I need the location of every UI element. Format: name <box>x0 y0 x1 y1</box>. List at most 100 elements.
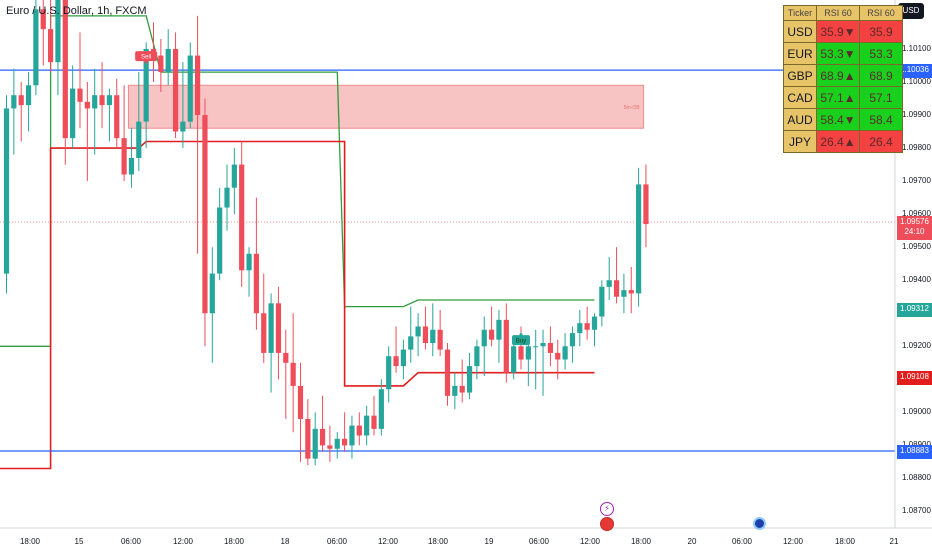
candle-body <box>533 346 539 348</box>
candle <box>459 359 465 403</box>
candle <box>261 273 267 363</box>
rsi-ticker: GBP <box>783 64 817 87</box>
candle <box>121 85 127 182</box>
x-tick-label: 06:00 <box>326 537 348 546</box>
candle <box>33 0 39 96</box>
candle <box>430 303 436 357</box>
candle <box>342 412 348 453</box>
candle <box>18 81 24 142</box>
candle-body <box>459 385 465 393</box>
candle-body <box>569 333 576 347</box>
candle <box>496 309 502 363</box>
candle-body <box>312 428 318 459</box>
flag-icon[interactable] <box>600 517 614 531</box>
candle <box>165 29 171 86</box>
rsi-value-a: 35.9▼ <box>816 20 860 43</box>
axis-price-label: 1.09108 <box>897 370 932 385</box>
candle-body <box>371 415 377 429</box>
currency-button[interactable]: USD <box>898 3 924 19</box>
candle-body <box>386 356 392 390</box>
order-block-layer: 5m-OB <box>0 84 895 223</box>
candle-body <box>99 95 105 106</box>
candle <box>364 405 370 446</box>
signal-pointer <box>144 61 149 65</box>
candle <box>378 379 384 436</box>
order-block-zone <box>127 84 645 129</box>
candle <box>25 72 32 132</box>
candle-body <box>591 316 598 330</box>
candle-body <box>195 55 201 116</box>
rsi-table: Ticker RSI 60 RSI 60 USD 35.9▼ 35.9 EUR 53.3… <box>783 5 903 153</box>
y-tick-label: 1.09700 <box>902 176 931 186</box>
y-tick-label: 1.10100 <box>902 43 931 53</box>
candle-body <box>489 329 495 340</box>
candle <box>371 395 377 436</box>
candle-body <box>643 184 649 225</box>
candle <box>11 68 17 155</box>
rsi-value-b: 53.3 <box>859 42 903 65</box>
event-icon[interactable] <box>753 517 766 530</box>
y-tick-label: 1.10000 <box>902 76 931 86</box>
candle-body <box>143 48 149 122</box>
rsi-row-aud: AUD 58.4▼ 58.4 <box>783 108 903 131</box>
candle-body <box>305 418 311 459</box>
candle <box>239 141 245 287</box>
candle-body <box>261 313 267 353</box>
candle <box>386 346 392 403</box>
candle <box>628 267 634 314</box>
upper-band-line <box>0 15 595 347</box>
candle-body <box>40 9 46 30</box>
rsi-value-a: 58.4▼ <box>816 108 860 131</box>
candle <box>40 0 46 66</box>
lightning-icon[interactable]: ⚡ <box>600 502 614 516</box>
candle <box>70 65 76 149</box>
x-tick-label: 12:00 <box>377 537 399 546</box>
rsi-row-cad: CAD 57.1▲ 57.1 <box>783 86 903 109</box>
candle-body <box>408 336 414 350</box>
rsi-ticker: AUD <box>783 108 817 131</box>
candle <box>283 329 289 419</box>
y-tick-label: 1.09500 <box>902 242 931 252</box>
candle <box>84 81 90 182</box>
candle-body <box>577 323 583 334</box>
rsi-value-a: 68.9▲ <box>816 64 860 87</box>
candle-body <box>158 55 164 73</box>
candle-body <box>165 48 171 73</box>
candle-body <box>452 385 458 396</box>
signal-badge <box>135 51 158 62</box>
candle-body <box>136 121 142 158</box>
candle <box>606 257 612 301</box>
candle <box>224 164 230 231</box>
candle-body <box>239 164 245 271</box>
candle-body <box>128 157 135 175</box>
rsi-value-b: 58.4 <box>859 108 903 131</box>
candle-body <box>92 95 98 109</box>
x-tick-label: 15 <box>74 537 84 546</box>
candle-body <box>437 329 443 350</box>
candle <box>202 98 208 347</box>
candle-body <box>172 48 179 132</box>
candle <box>393 326 399 373</box>
rsi-value-a: 26.4▲ <box>816 130 860 153</box>
rsi-ticker: JPY <box>783 130 817 153</box>
candle-body <box>106 95 112 106</box>
candle <box>327 425 333 462</box>
candle <box>99 62 105 129</box>
candle <box>599 280 605 327</box>
axis-price-label: 1.09576 24:10 <box>897 216 932 241</box>
candle-body <box>547 342 553 353</box>
candle-body <box>356 425 362 436</box>
candle-body <box>268 303 274 353</box>
signal-label: Sell <box>141 55 151 61</box>
candle <box>356 412 362 446</box>
candle-body <box>319 428 326 446</box>
candle <box>217 187 223 281</box>
x-tick-label: 06:00 <box>731 537 753 546</box>
rsi-value-a: 57.1▲ <box>816 86 860 109</box>
candle-body <box>555 352 561 360</box>
candle <box>415 313 421 357</box>
candle-body <box>246 253 252 271</box>
candle <box>569 326 576 363</box>
horizontal-lines <box>0 69 895 452</box>
